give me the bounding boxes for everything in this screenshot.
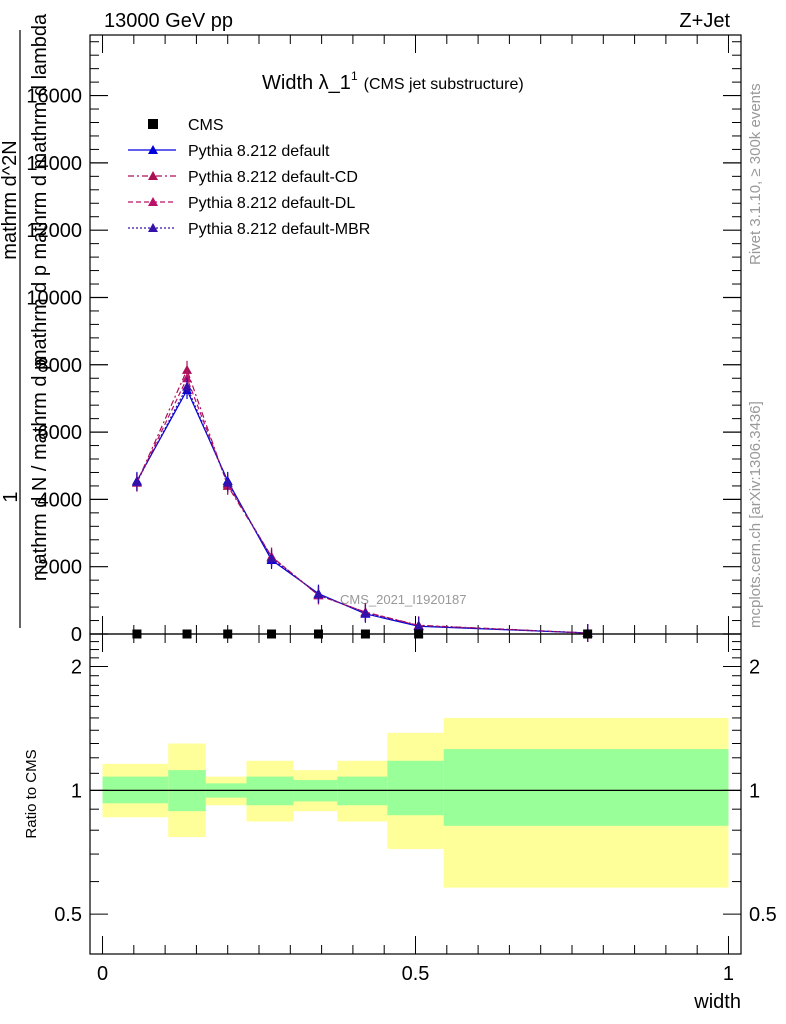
legend-label: CMS [188, 117, 224, 134]
main-y-ticks: 0 2000 4000 6000 8000 10000 12000 14000 16000 [26, 41, 741, 646]
ratio-y-tick-label: 1 [71, 780, 82, 802]
legend-entry-cd: Pythia 8.212 default-CD [128, 169, 358, 186]
series-point-mbr [313, 589, 324, 599]
ratio-y-tick-label: 2 [71, 657, 82, 679]
legend-entry-cms: CMS [148, 117, 224, 134]
legend-marker-cms [148, 119, 158, 129]
series-point-mbr [182, 381, 193, 391]
legend: CMS Pythia 8.212 default Pythia 8.212 defa… [128, 117, 370, 238]
legend-label: Pythia 8.212 default-DL [188, 195, 355, 212]
series-point-mbr [413, 620, 424, 630]
plot-title: Width λ_11 (CMS jet substructure) [262, 69, 524, 94]
series-layer [131, 360, 593, 642]
ratio-inner-band [387, 760, 444, 816]
rivet-version-label: Rivet 3.1.10, ≥ 300k events [747, 83, 764, 265]
main-y-tick-label: 2000 [38, 557, 83, 579]
main-y-tick-label: 16000 [26, 86, 82, 108]
legend-label: Pythia 8.212 default [188, 143, 330, 160]
plot-title-main: Width λ_1 [262, 72, 351, 94]
legend-marker-mbr [148, 223, 158, 232]
main-y-tick-label: 6000 [38, 422, 83, 444]
ratio-y-axis-label: Ratio to CMS [23, 749, 40, 838]
y-axis-label-main: 1 mathrm d^2N mathrm d N / mathrm d p ma… [0, 13, 51, 628]
legend-label: Pythia 8.212 default-MBR [188, 221, 370, 238]
legend-entry-dl: Pythia 8.212 default-DL [128, 195, 355, 212]
ratio-y-tick-label-right: 1 [749, 780, 760, 802]
header-left-label: 13000 GeV pp [104, 10, 233, 32]
series-point-mbr [266, 553, 277, 563]
ratio-inner-band [443, 749, 729, 826]
ratio-y-tick-label-right: 0.5 [749, 904, 777, 926]
legend-marker-cd [148, 171, 158, 180]
y-label-full-denom: mathrm d p mathrm d mathrm d lambda [29, 13, 51, 366]
series-point-mbr [131, 476, 142, 486]
main-y-tick-label: 14000 [26, 153, 82, 175]
legend-label: Pythia 8.212 default-CD [188, 169, 358, 186]
main-x-ticks [102, 35, 729, 634]
mcplots-credit-label: mcplots.cern.ch [arXiv:1306.3436] [747, 401, 764, 628]
legend-marker-dl [148, 197, 158, 206]
legend-marker-default [148, 145, 158, 154]
plot-title-sup: 1 [351, 69, 358, 83]
series-point-mbr [360, 608, 371, 618]
x-tick-label: 0 [97, 963, 108, 985]
y-label-stack-denom: mathrm d N / mathrm d p [29, 359, 51, 581]
series-line-mbr [136, 385, 588, 634]
main-y-tick-label: 10000 [26, 287, 82, 309]
y-label-full-numer: mathrm d^2N [0, 140, 21, 259]
ratio-x-ticks: 0 0.5 1 [97, 634, 734, 985]
x-tick-label: 1 [723, 963, 734, 985]
legend-entry-mbr: Pythia 8.212 default-MBR [128, 221, 370, 238]
ratio-y-tick-label-right: 2 [749, 657, 760, 679]
main-y-tick-label: 12000 [26, 220, 82, 242]
plot-title-sub: (CMS jet substructure) [364, 76, 524, 93]
main-y-tick-label: 4000 [38, 489, 83, 511]
main-y-tick-label: 8000 [38, 355, 83, 377]
x-axis-label: width [693, 991, 741, 1013]
series-point-mbr [222, 477, 233, 487]
ratio-bands [102, 717, 729, 888]
ratio-y-ticks: 0.5 0.5 1 1 2 2 [54, 633, 777, 955]
legend-entry-default: Pythia 8.212 default [128, 143, 330, 160]
analysis-watermark: CMS_2021_I1920187 [340, 592, 467, 607]
header-right-label: Z+Jet [679, 10, 730, 32]
x-tick-label: 0.5 [402, 963, 430, 985]
ratio-y-tick-label: 0.5 [54, 904, 82, 926]
main-y-tick-label: 0 [71, 624, 82, 646]
y-label-fraction-one: 1 [0, 491, 22, 502]
